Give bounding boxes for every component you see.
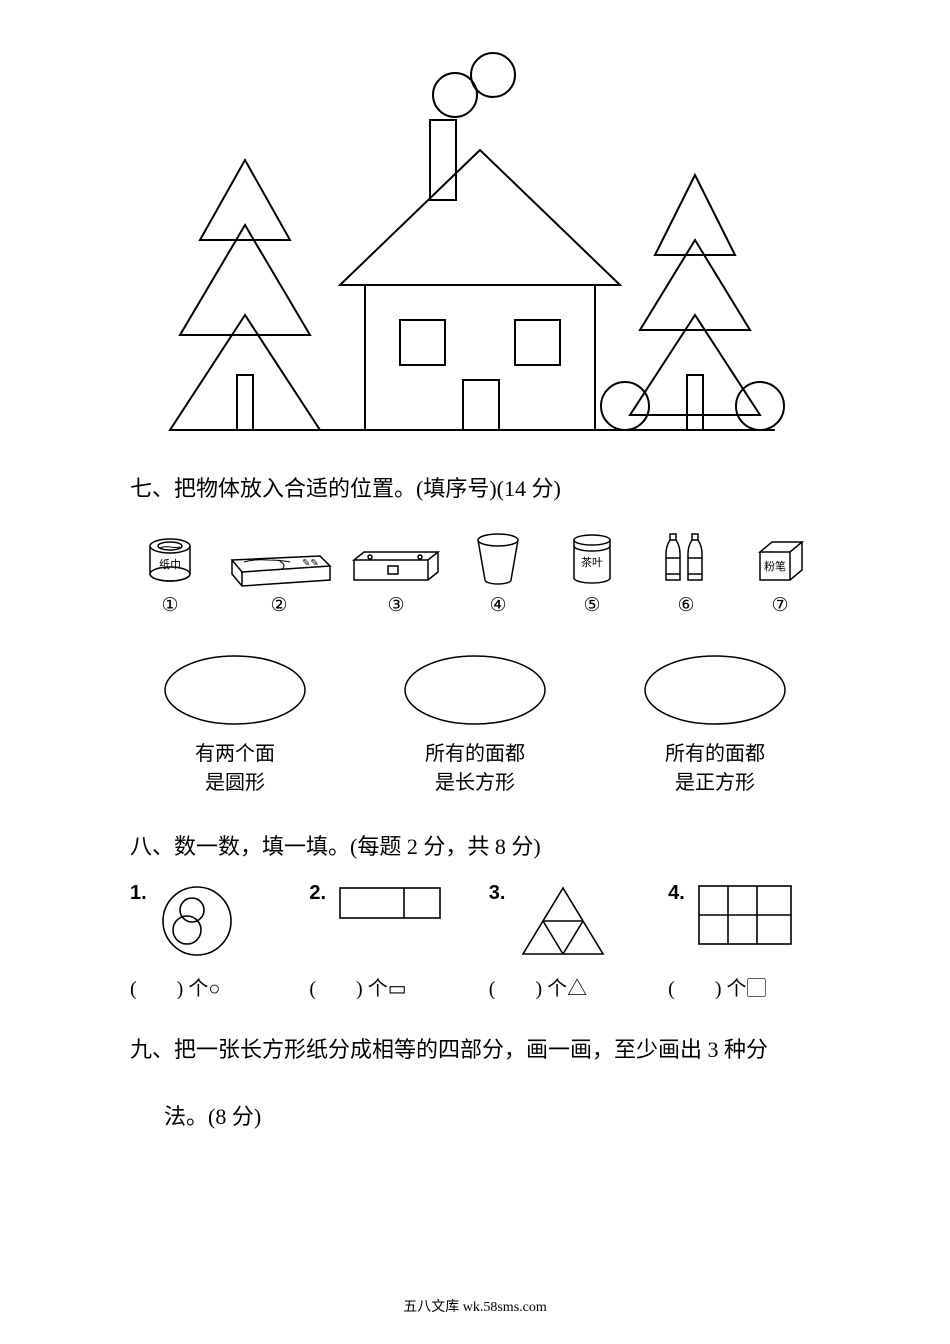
section9-line1: 九、把一张长方形纸分成相等的四部分，画一画，至少画出 3 种分	[130, 1029, 820, 1071]
q8-row: 1. ( ) 个○ 2. ( ) 个▭ 3.	[130, 882, 820, 1001]
obj-num-6: ⑥	[646, 594, 726, 617]
oval-label-3: 所有的面都是正方形	[640, 740, 790, 798]
obj-num-1: ①	[130, 594, 210, 617]
q8-2: 2. ( ) 个▭	[309, 882, 461, 1001]
page-footer: 五八文库 wk.58sms.com	[0, 1296, 950, 1316]
ovals-row: 有两个面是圆形 所有的面都是长方形 所有的面都是正方形	[130, 651, 820, 798]
oval-label-2: 所有的面都是长方形	[400, 740, 550, 798]
oval-1: 有两个面是圆形	[160, 651, 310, 798]
obj-num-7: ⑦	[740, 594, 820, 617]
obj-num-5: ⑤	[552, 594, 632, 617]
q8-4-num: 4.	[668, 882, 685, 905]
q8-2-shape	[336, 882, 446, 960]
q8-1-answer: ( ) 个○	[130, 972, 282, 1001]
q8-1-shape	[157, 882, 237, 960]
q8-4-shape	[695, 882, 795, 960]
obj-num-2: ②	[224, 594, 334, 617]
oval-3: 所有的面都是正方形	[640, 651, 790, 798]
section7-heading: 七、把物体放入合适的位置。(填序号)(14 分)	[130, 468, 820, 510]
oval-label-1: 有两个面是圆形	[160, 740, 310, 798]
svg-text:茶叶: 茶叶	[581, 556, 603, 569]
section9-line2: 法。(8 分)	[130, 1096, 820, 1138]
svg-text:✎✎: ✎✎	[302, 558, 319, 569]
svg-text:粉笔: 粉笔	[764, 559, 786, 573]
q8-1: 1. ( ) 个○	[130, 882, 282, 1001]
obj-num-3: ③	[348, 594, 444, 617]
obj-1: 纸巾 ①	[130, 538, 210, 617]
obj-5: 茶叶 ⑤	[552, 532, 632, 617]
obj-num-4: ④	[458, 594, 538, 617]
q8-4: 4. ( ) 个▢	[668, 882, 820, 1001]
section8-heading: 八、数一数，填一填。(每题 2 分，共 8 分)	[130, 826, 820, 868]
q8-3-shape	[515, 882, 611, 960]
q8-3-answer: ( ) 个△	[489, 972, 641, 1001]
scene-house-trees	[165, 40, 785, 440]
obj-4: ④	[458, 532, 538, 617]
objects-row: 纸巾 ① ✎✎ ②	[130, 530, 820, 617]
svg-text:纸巾: 纸巾	[159, 557, 181, 571]
q8-2-num: 2.	[309, 882, 326, 905]
q8-1-num: 1.	[130, 882, 147, 905]
obj-7: 粉笔 ⑦	[740, 534, 820, 617]
oval-2: 所有的面都是长方形	[400, 651, 550, 798]
obj-6: ⑥	[646, 530, 726, 617]
q8-3: 3. ( ) 个△	[489, 882, 641, 1001]
q8-3-num: 3.	[489, 882, 506, 905]
obj-3: ③	[348, 544, 444, 617]
q8-2-answer: ( ) 个▭	[309, 972, 461, 1001]
obj-2: ✎✎ ②	[224, 542, 334, 617]
q8-4-answer: ( ) 个▢	[668, 972, 820, 1001]
